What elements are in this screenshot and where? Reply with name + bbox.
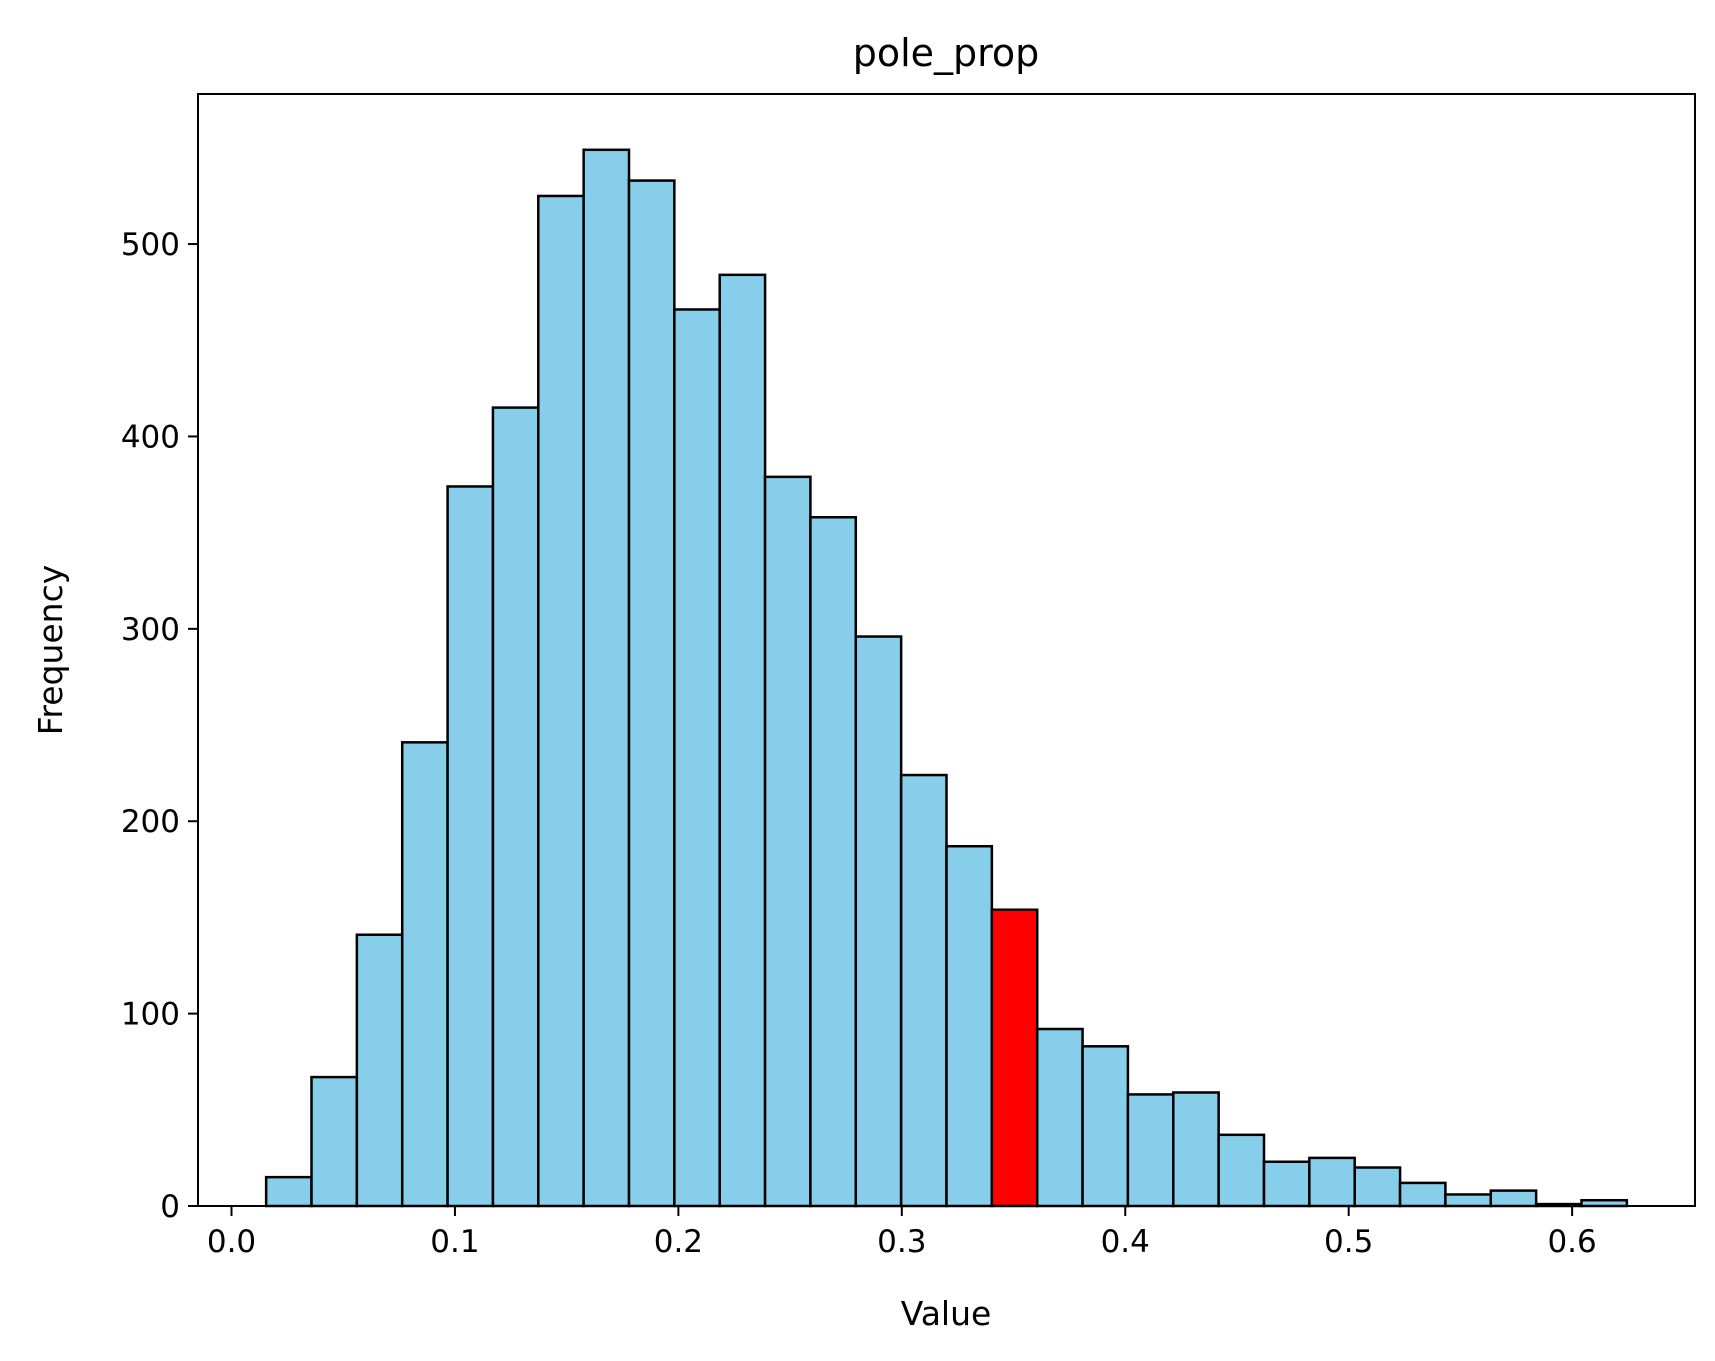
histogram-bar	[809, 516, 858, 1208]
histogram-bar	[673, 308, 721, 1208]
histogram-bar	[446, 485, 495, 1208]
chart-title: pole_prop	[853, 31, 1040, 75]
y-tick-label: 400	[121, 419, 180, 455]
x-axis-ticks: 0.0 0.1 0.2 0.3 0.4 0.5 0.6	[207, 1206, 1597, 1260]
histogram-bar	[1489, 1189, 1538, 1208]
y-tick-label: 300	[121, 612, 180, 648]
histogram-bar	[1308, 1156, 1356, 1208]
x-tick-label: 0.6	[1547, 1224, 1596, 1260]
histogram-bar	[1126, 1093, 1175, 1208]
x-tick-label: 0.2	[654, 1224, 703, 1260]
x-tick-label: 0.4	[1101, 1224, 1150, 1260]
bars-group	[264, 148, 1629, 1208]
histogram-bar	[1217, 1133, 1266, 1208]
y-axis-label: Frequency	[31, 565, 70, 735]
x-tick-label: 0.1	[430, 1224, 479, 1260]
histogram-bar-highlighted	[990, 908, 1039, 1208]
histogram-bar	[1081, 1045, 1130, 1208]
histogram-bar	[491, 406, 540, 1208]
histogram-bar	[264, 1175, 313, 1208]
histogram-bar	[1353, 1166, 1402, 1208]
y-axis-ticks: 0 100 200 300 400 500	[121, 227, 198, 1225]
histogram-bar	[1262, 1160, 1311, 1208]
x-tick-label: 0.5	[1324, 1224, 1373, 1260]
y-tick-label: 200	[121, 804, 180, 840]
y-tick-label: 100	[121, 997, 180, 1033]
histogram-bar	[854, 635, 903, 1208]
histogram-bar	[1035, 1027, 1084, 1208]
x-axis-label: Value	[901, 1294, 992, 1333]
x-tick-label: 0.0	[207, 1224, 256, 1260]
plot-frame	[197, 93, 1696, 1207]
x-tick-label: 0.3	[877, 1224, 926, 1260]
histogram-bar	[310, 1075, 359, 1208]
histogram-bar	[1444, 1193, 1493, 1208]
histogram-bar	[400, 741, 449, 1208]
histogram-bar	[627, 179, 676, 1208]
histogram-bar	[945, 844, 994, 1208]
histogram-bar	[537, 194, 585, 1208]
histogram-bar	[1398, 1181, 1447, 1208]
histogram-bar	[1172, 1091, 1220, 1208]
histogram-bar	[582, 148, 631, 1208]
histogram-bar	[763, 475, 812, 1208]
histogram-bar	[718, 273, 767, 1208]
histogram-bar	[899, 773, 948, 1208]
histogram-bar	[355, 933, 404, 1208]
y-tick-label: 500	[121, 227, 180, 263]
y-tick-label: 0	[160, 1189, 180, 1225]
